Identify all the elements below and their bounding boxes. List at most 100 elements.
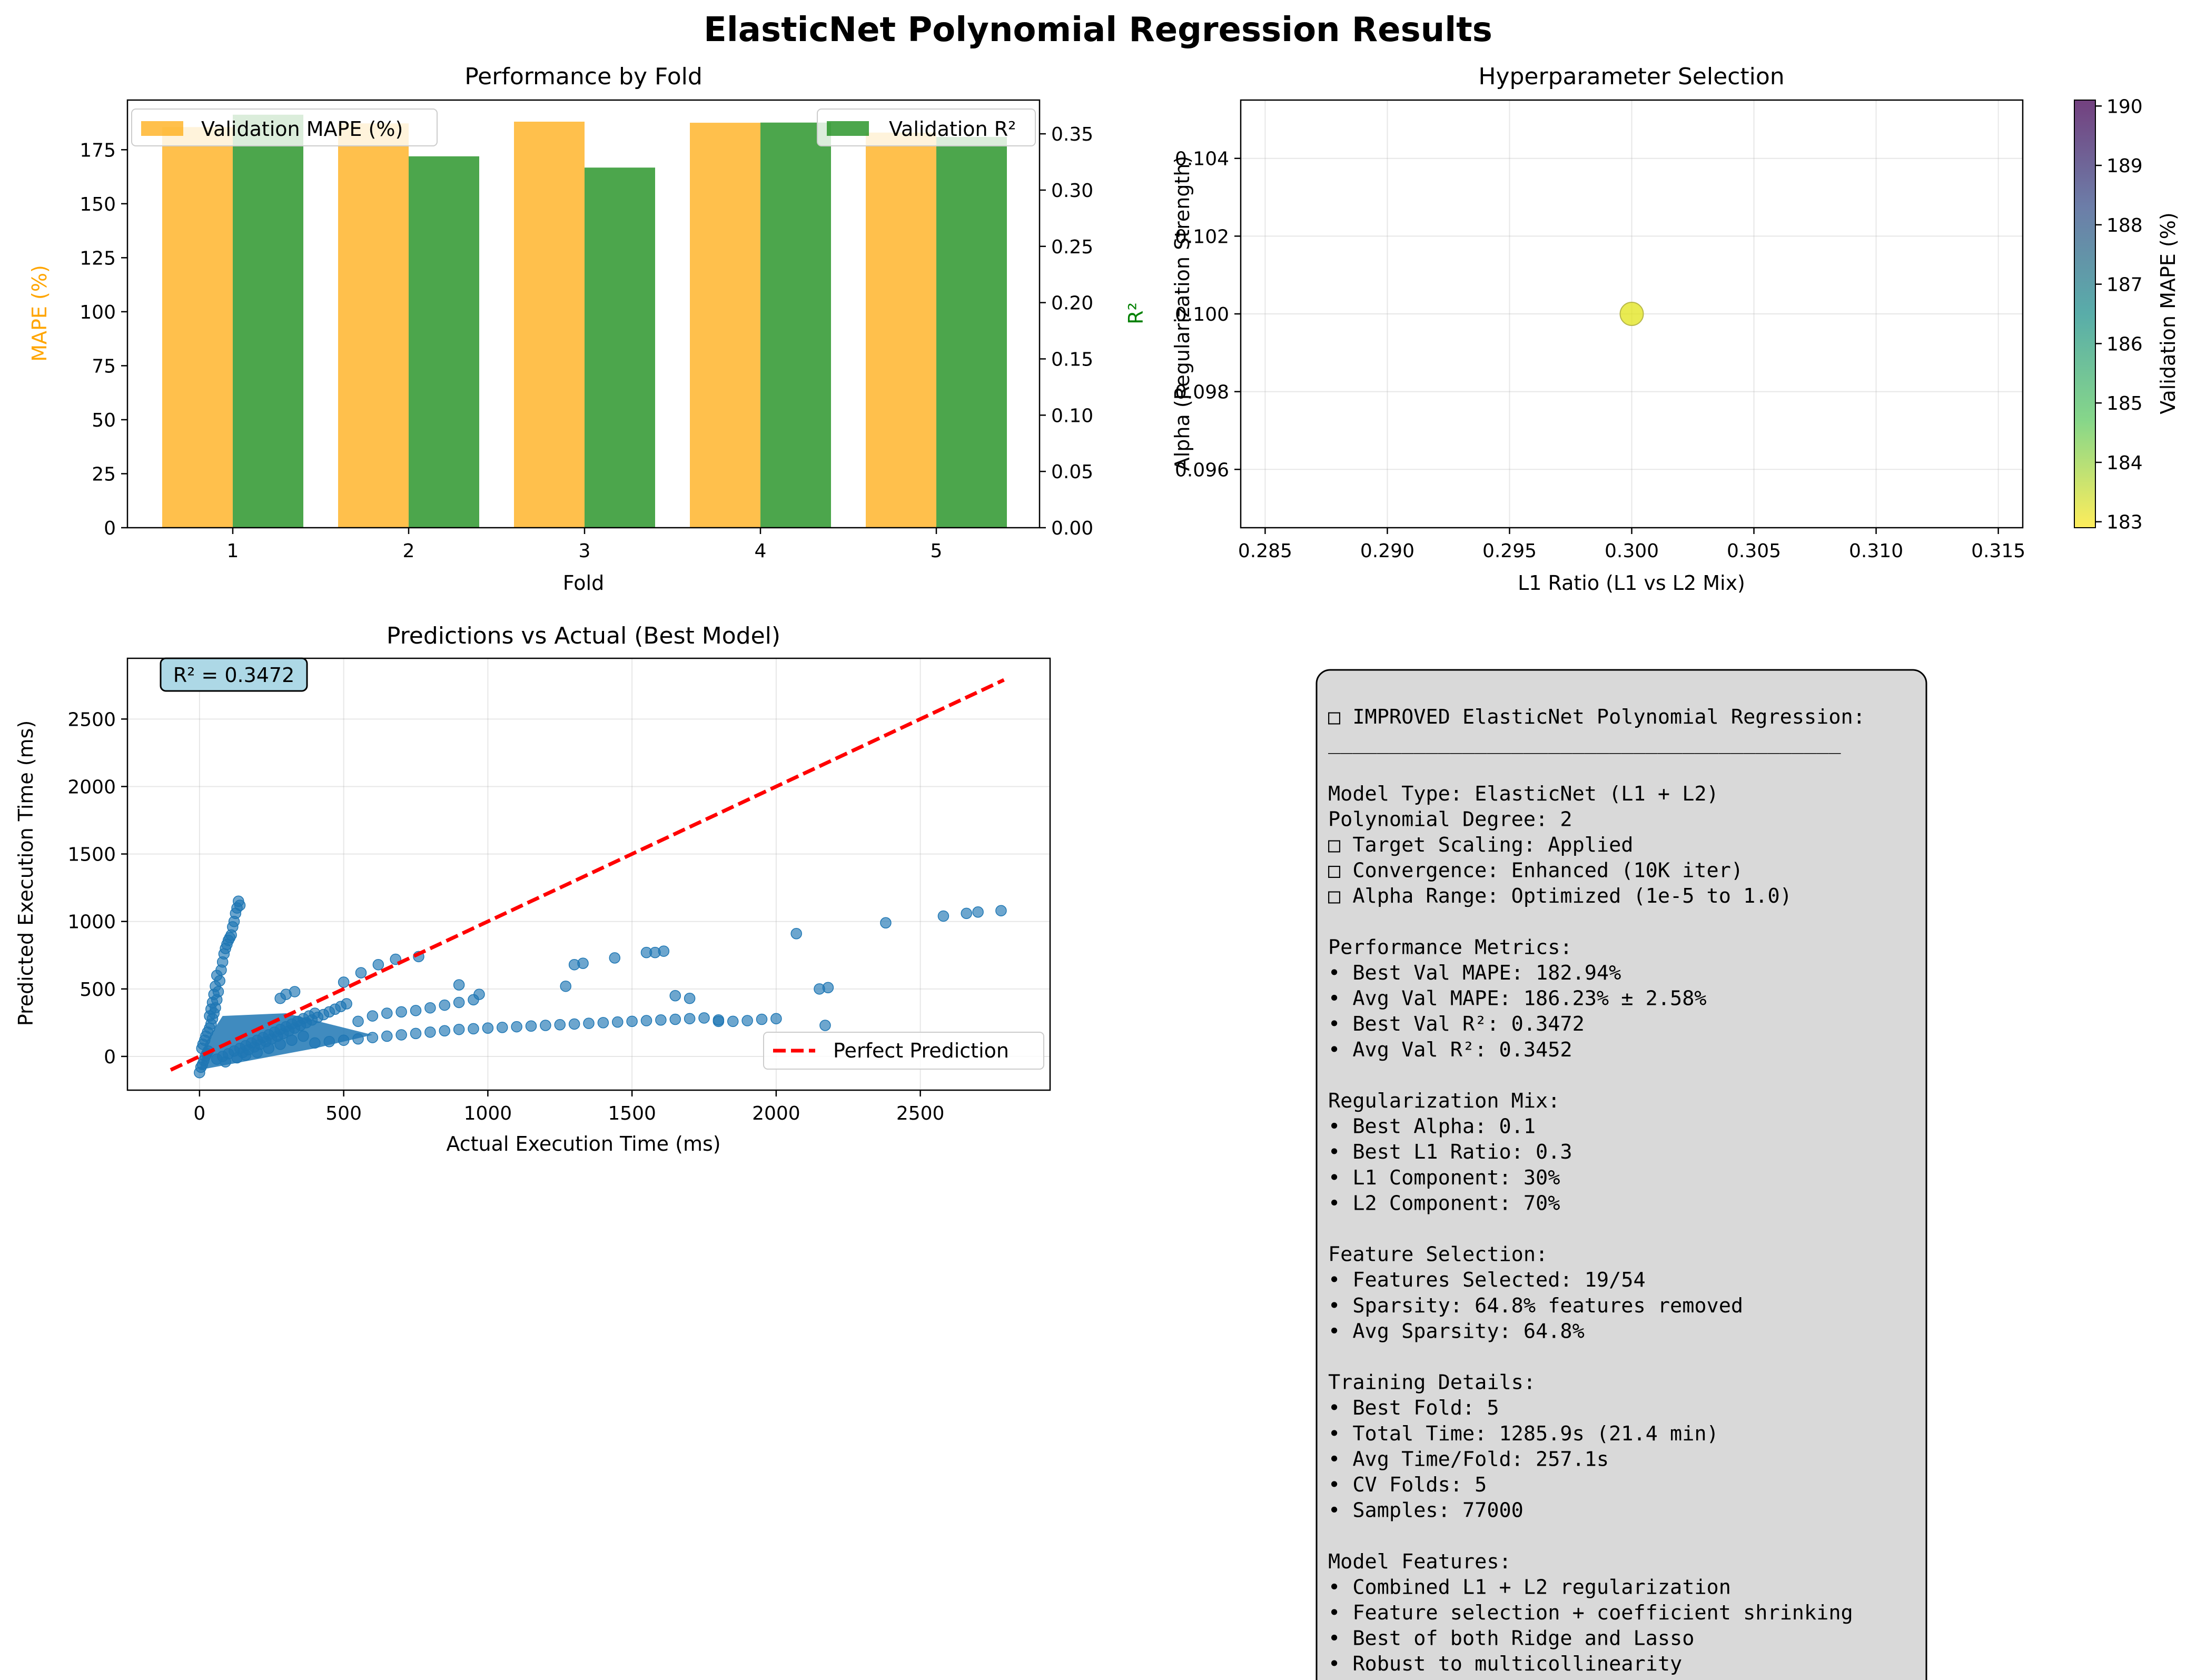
prediction-point bbox=[424, 1002, 436, 1014]
prediction-point bbox=[367, 1010, 379, 1022]
predictions-vs-actual-chart: Predictions vs Actual (Best Model) Actua… bbox=[14, 622, 1051, 1155]
plot-frame-performance bbox=[126, 99, 1041, 529]
bar-r2-fold-5 bbox=[936, 137, 1007, 528]
prediction-point bbox=[741, 1015, 753, 1026]
prediction-point bbox=[669, 990, 681, 1002]
prediction-point bbox=[937, 910, 949, 922]
summary-line: • Best Fold: 5 bbox=[1328, 1396, 1499, 1420]
summary-line: Polynomial Degree: 2 bbox=[1328, 807, 1572, 831]
summary-line: ________________________________________… bbox=[1328, 731, 1841, 755]
y-left-tick-label: 150 bbox=[80, 194, 116, 215]
legend-perfect-prediction: Perfect Prediction bbox=[763, 1032, 1044, 1070]
prediction-point bbox=[338, 976, 350, 988]
prediction-point bbox=[395, 1006, 407, 1018]
prediction-point bbox=[224, 932, 236, 944]
x-tick-label: 0.310 bbox=[1849, 540, 1903, 562]
summary-line: • L2 Component: 70% bbox=[1328, 1191, 1560, 1215]
prediction-point bbox=[338, 1034, 350, 1046]
x-axis-label-actual: Actual Execution Time (ms) bbox=[446, 1132, 720, 1155]
plot-frame-hyperparameter bbox=[1240, 99, 2024, 529]
prediction-point bbox=[961, 907, 972, 920]
y-right-tick-label: 0.20 bbox=[1051, 293, 1093, 314]
summary-line bbox=[1328, 1217, 1340, 1241]
prediction-point bbox=[497, 1022, 508, 1033]
x-tick-label: 0.285 bbox=[1238, 540, 1292, 562]
summary-line bbox=[1328, 1524, 1340, 1548]
summary-line: Feature Selection: bbox=[1328, 1243, 1548, 1267]
y-right-tick-label: 0.15 bbox=[1051, 349, 1093, 370]
summary-line: □ Target Scaling: Applied bbox=[1328, 833, 1633, 857]
bar-r2-fold-4 bbox=[760, 122, 831, 528]
y-tick-label: 0.098 bbox=[1175, 382, 1229, 403]
perfect-prediction-line bbox=[170, 678, 1005, 1072]
prediction-point bbox=[972, 906, 984, 918]
prediction-point bbox=[568, 1018, 580, 1030]
x-tick-label: 1500 bbox=[608, 1103, 656, 1124]
prediction-point bbox=[453, 979, 465, 991]
summary-line: • Combined L1 + L2 regularization bbox=[1328, 1575, 1731, 1599]
x-tick-label: 2 bbox=[403, 540, 415, 562]
y-left-tick-label: 75 bbox=[92, 355, 116, 377]
prediction-point bbox=[612, 1016, 624, 1028]
prediction-point bbox=[352, 1033, 364, 1045]
colorbar-tick-label: 185 bbox=[2106, 393, 2143, 414]
summary-line: • Best Val MAPE: 182.94% bbox=[1328, 961, 1621, 985]
prediction-point bbox=[698, 1012, 710, 1024]
y-left-tick-label: 50 bbox=[92, 410, 116, 431]
y-tick-label: 0.100 bbox=[1175, 304, 1229, 325]
colorbar-tick-label: 183 bbox=[2106, 512, 2143, 533]
prediction-point bbox=[655, 1014, 667, 1026]
legend-label-mape: Validation MAPE (%) bbox=[201, 117, 403, 141]
chart-title-hyperparameter: Hyperparameter Selection bbox=[1478, 63, 1784, 90]
summary-line bbox=[1328, 910, 1340, 934]
legend-swatch-r2 bbox=[827, 121, 869, 136]
colorbar-label: Validation MAPE (%) bbox=[2157, 212, 2180, 414]
prediction-point bbox=[597, 1017, 609, 1029]
summary-line: Model Type: ElasticNet (L1 + L2) bbox=[1328, 782, 1719, 806]
prediction-point bbox=[410, 1005, 422, 1016]
x-tick-label: 0.290 bbox=[1360, 540, 1414, 562]
y-right-tick-label: 0.05 bbox=[1051, 461, 1093, 483]
bar-mape-fold-1 bbox=[162, 127, 233, 528]
colorbar-tick-label: 186 bbox=[2106, 333, 2143, 355]
y-right-tick-label: 0.00 bbox=[1051, 518, 1093, 539]
x-tick-label: 4 bbox=[755, 540, 767, 562]
summary-line: • Best L1 Ratio: 0.3 bbox=[1328, 1140, 1572, 1164]
prediction-point bbox=[684, 993, 696, 1004]
summary-text: □ IMPROVED ElasticNet Polynomial Regress… bbox=[1328, 705, 1865, 1676]
prediction-point bbox=[352, 1015, 364, 1027]
prediction-point bbox=[211, 970, 223, 981]
y-tick-label: 0.102 bbox=[1175, 226, 1229, 248]
legend-swatch-mape bbox=[141, 121, 183, 136]
prediction-point bbox=[286, 1034, 298, 1046]
prediction-point bbox=[274, 1039, 286, 1050]
legend-label-r2: Validation R² bbox=[889, 117, 1016, 141]
bar-mape-fold-5 bbox=[866, 132, 936, 528]
prediction-point bbox=[234, 900, 246, 911]
prediction-point bbox=[511, 1021, 522, 1033]
prediction-point bbox=[995, 905, 1007, 916]
r2-annotation: R² = 0.3472 bbox=[160, 657, 308, 692]
y-left-tick-label: 0 bbox=[104, 518, 116, 539]
prediction-point bbox=[609, 952, 621, 964]
prediction-point bbox=[880, 917, 892, 928]
summary-line: • Total Time: 1285.9s (21.4 min) bbox=[1328, 1422, 1719, 1446]
prediction-point bbox=[770, 1013, 782, 1024]
prediction-point bbox=[560, 980, 571, 992]
y-left-tick-label: 100 bbox=[80, 302, 116, 323]
summary-line bbox=[1328, 756, 1340, 780]
y-axis-label-predicted: Predicted Execution Time (ms) bbox=[14, 720, 37, 1026]
prediction-point bbox=[309, 1037, 321, 1049]
prediction-point bbox=[381, 1030, 393, 1042]
prediction-point bbox=[220, 1056, 231, 1068]
summary-line: • Sparsity: 64.8% features removed bbox=[1328, 1294, 1743, 1318]
x-tick-label: 3 bbox=[579, 540, 591, 562]
x-tick-label: 0.295 bbox=[1482, 540, 1537, 562]
prediction-point bbox=[713, 1015, 725, 1027]
y-tick-label: 2500 bbox=[67, 709, 116, 730]
prediction-point bbox=[473, 989, 485, 1000]
prediction-point bbox=[367, 1032, 379, 1043]
r2-annotation-text: R² = 0.3472 bbox=[173, 664, 295, 687]
prediction-point bbox=[669, 1013, 681, 1025]
